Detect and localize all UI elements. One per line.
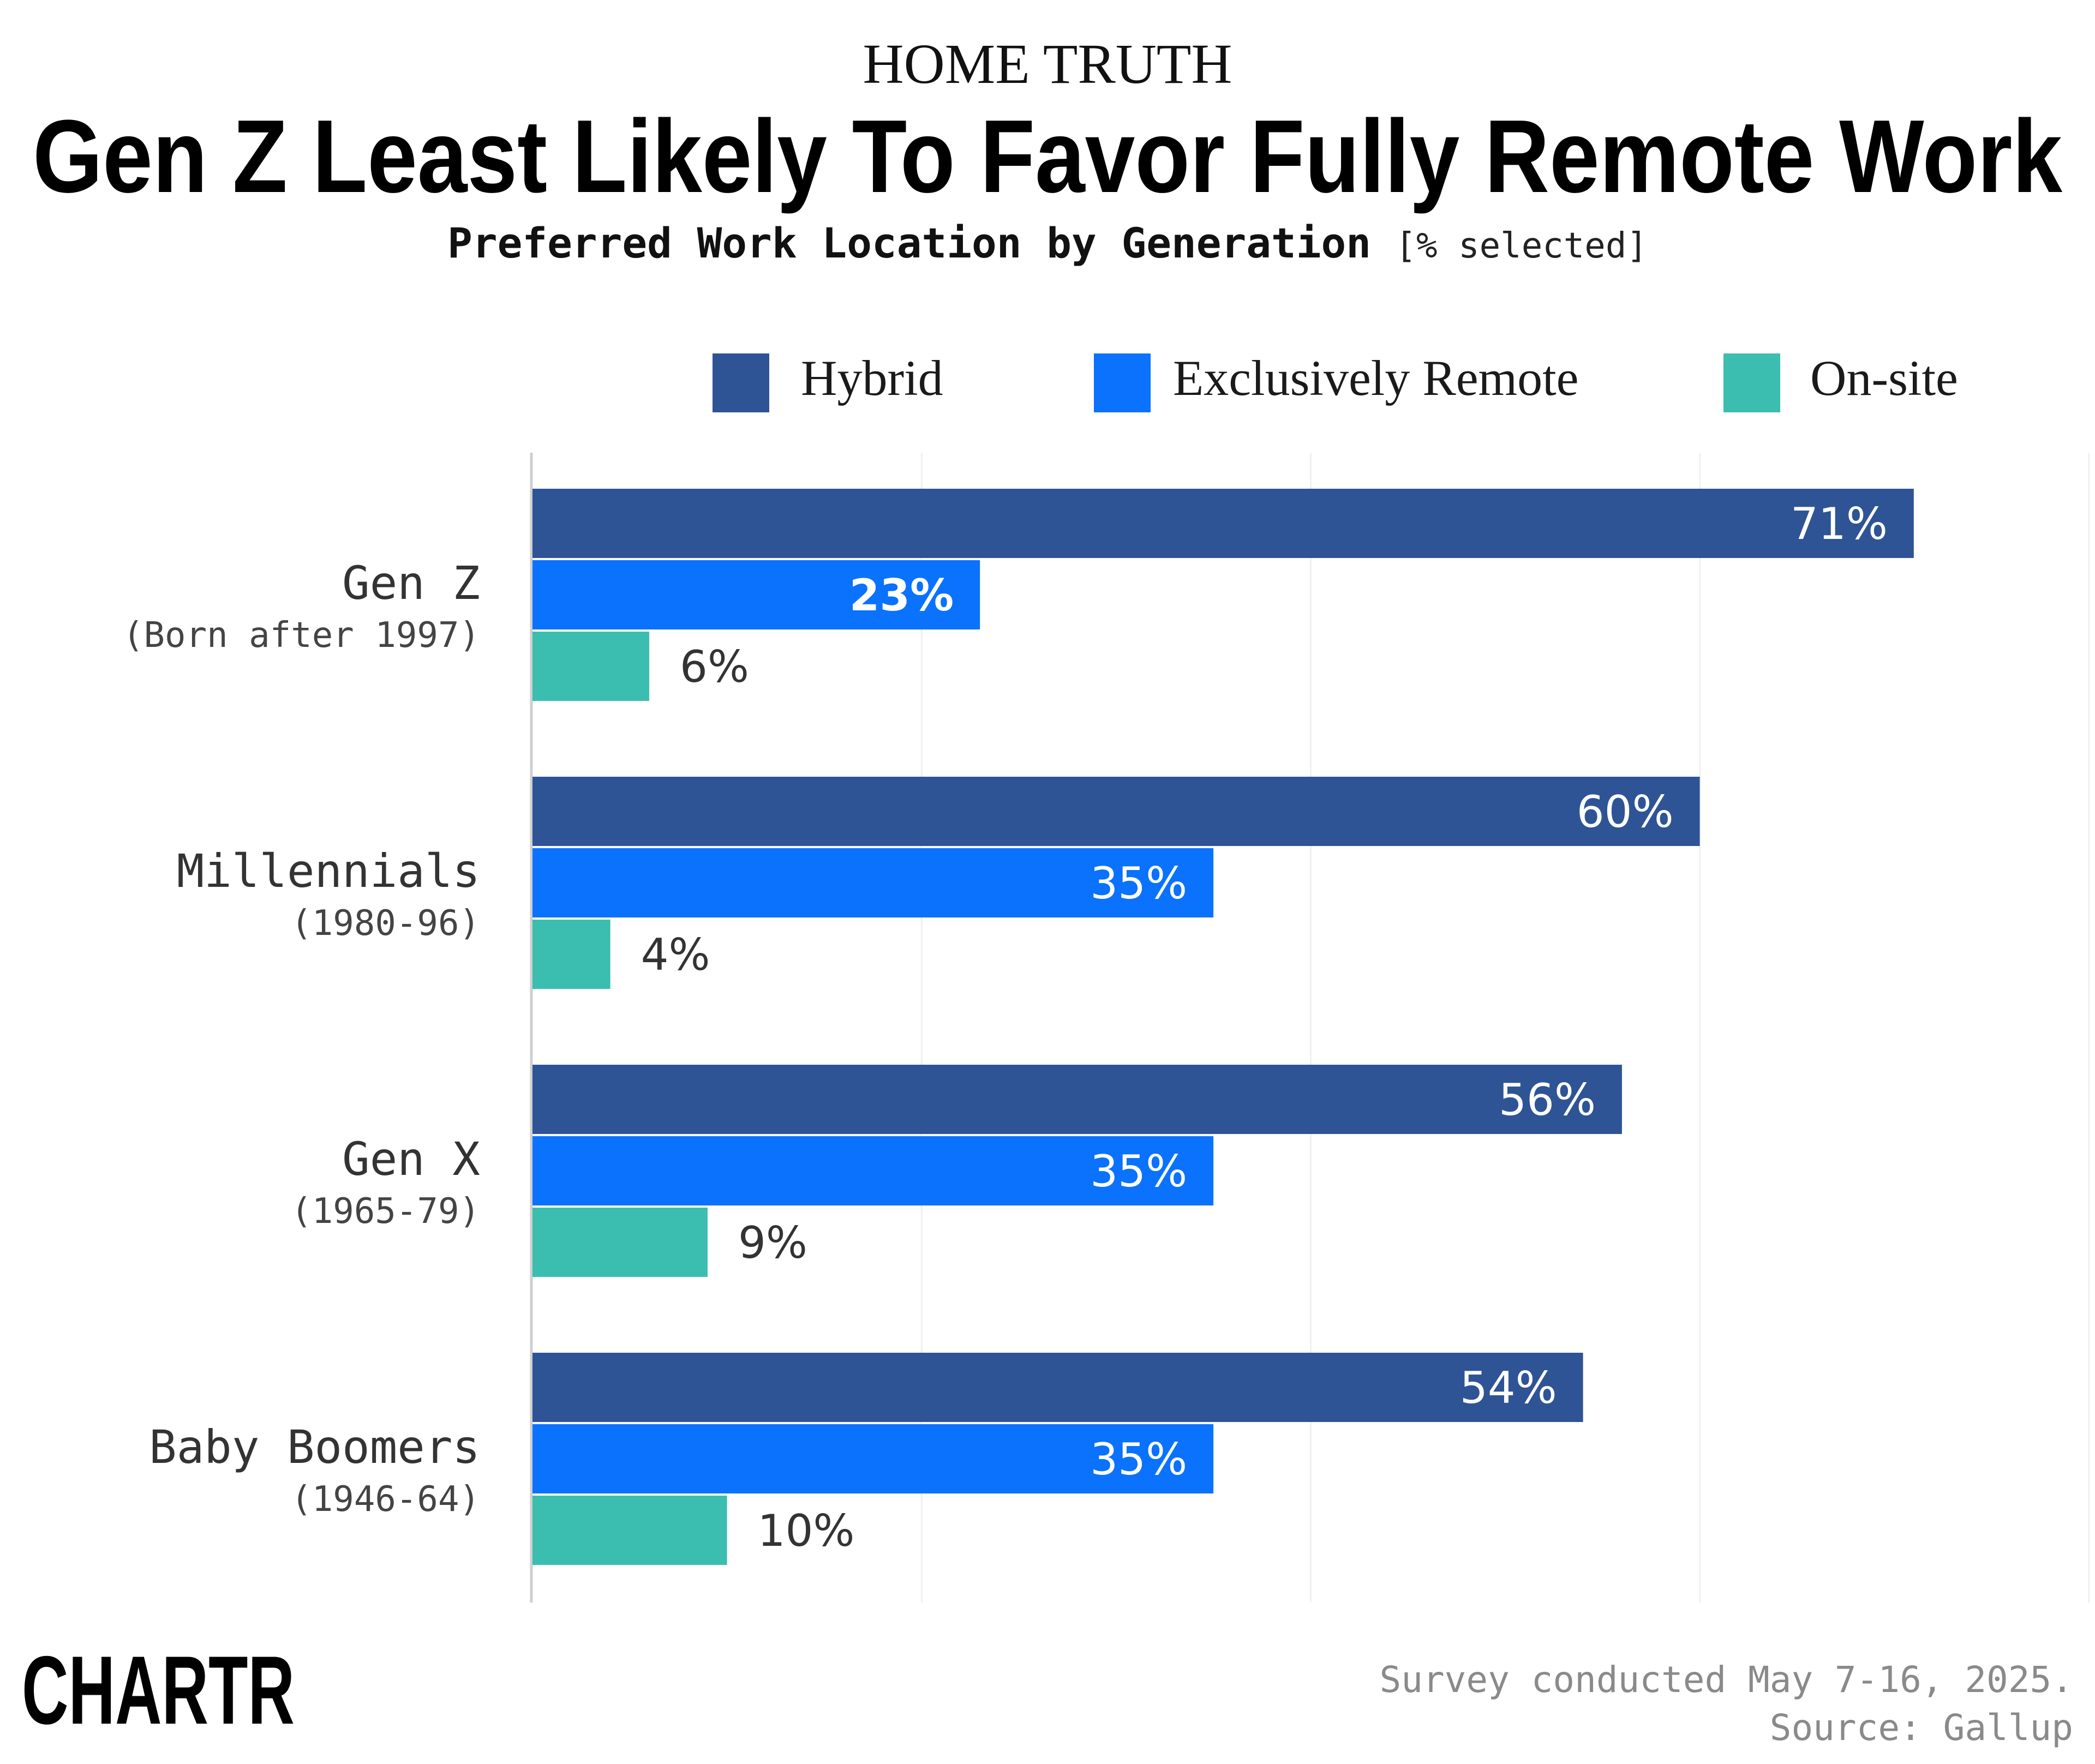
bar: [532, 1496, 727, 1565]
bar: [532, 1208, 708, 1277]
bar: [532, 1136, 1214, 1205]
bars: 71% 23% 6% 60% 35% 4% 56% 35% 9% 54% 35% 10%: [532, 489, 1914, 1565]
data-label: 23%: [849, 570, 954, 621]
legend-label: Exclusively Remote: [1173, 350, 1579, 406]
data-label: 6%: [680, 641, 749, 692]
kicker: HOME TRUTH: [863, 33, 1232, 95]
data-label: 35%: [1090, 858, 1187, 909]
legend-swatch-exclusively-remote: [1094, 353, 1151, 412]
legend-swatch-on-site: [1723, 353, 1780, 412]
data-label: 4%: [641, 929, 710, 980]
bar: [532, 1424, 1214, 1493]
bar: [532, 848, 1214, 917]
data-label: 54%: [1460, 1363, 1557, 1413]
category-sublabel: (1980-96): [291, 903, 480, 944]
data-label: 10%: [758, 1505, 855, 1556]
data-label: 71%: [1791, 499, 1888, 549]
chart-title: Gen Z Least Likely To Favor Fully Remote…: [33, 99, 2062, 214]
data-label: 35%: [1090, 1434, 1187, 1485]
bar: [532, 1353, 1583, 1422]
data-label: 56%: [1499, 1075, 1596, 1125]
category-label: Gen X: [342, 1132, 480, 1186]
bar: [532, 560, 980, 629]
category-sublabel: (Born after 1997): [123, 615, 480, 656]
category-sublabel: (1946-64): [291, 1479, 480, 1520]
survey-note: Survey conducted May 7-16, 2025.: [1379, 1659, 2073, 1701]
bar: [532, 632, 649, 701]
legend-label: Hybrid: [801, 350, 943, 406]
data-label: 9%: [738, 1217, 807, 1268]
subtitle-unit: [% selected]: [1396, 226, 1648, 266]
subtitle-main: Preferred Work Location by Generation: [447, 219, 1371, 267]
category-labels: Gen Z (Born after 1997) Millennials (1980-9…: [123, 556, 480, 1520]
legend: Hybrid Exclusively Remote On-site: [713, 350, 1958, 412]
bar: [532, 1065, 1622, 1134]
legend-swatch-hybrid: [713, 353, 769, 412]
bar: [532, 777, 1700, 846]
source-note: Source: Gallup: [1770, 1707, 2073, 1749]
category-label: Millennials: [177, 844, 480, 898]
category-label: Gen Z: [342, 556, 480, 610]
data-label: 35%: [1090, 1146, 1187, 1197]
legend-label: On-site: [1810, 350, 1958, 406]
chartr-logo: CHARTR: [22, 1636, 295, 1744]
category-label: Baby Boomers: [149, 1420, 480, 1474]
category-sublabel: (1965-79): [291, 1191, 480, 1232]
chart-subtitle: Preferred Work Location by Generation [%…: [447, 219, 1648, 267]
bar: [532, 489, 1914, 558]
data-label: 60%: [1577, 787, 1674, 837]
bar: [532, 920, 610, 989]
